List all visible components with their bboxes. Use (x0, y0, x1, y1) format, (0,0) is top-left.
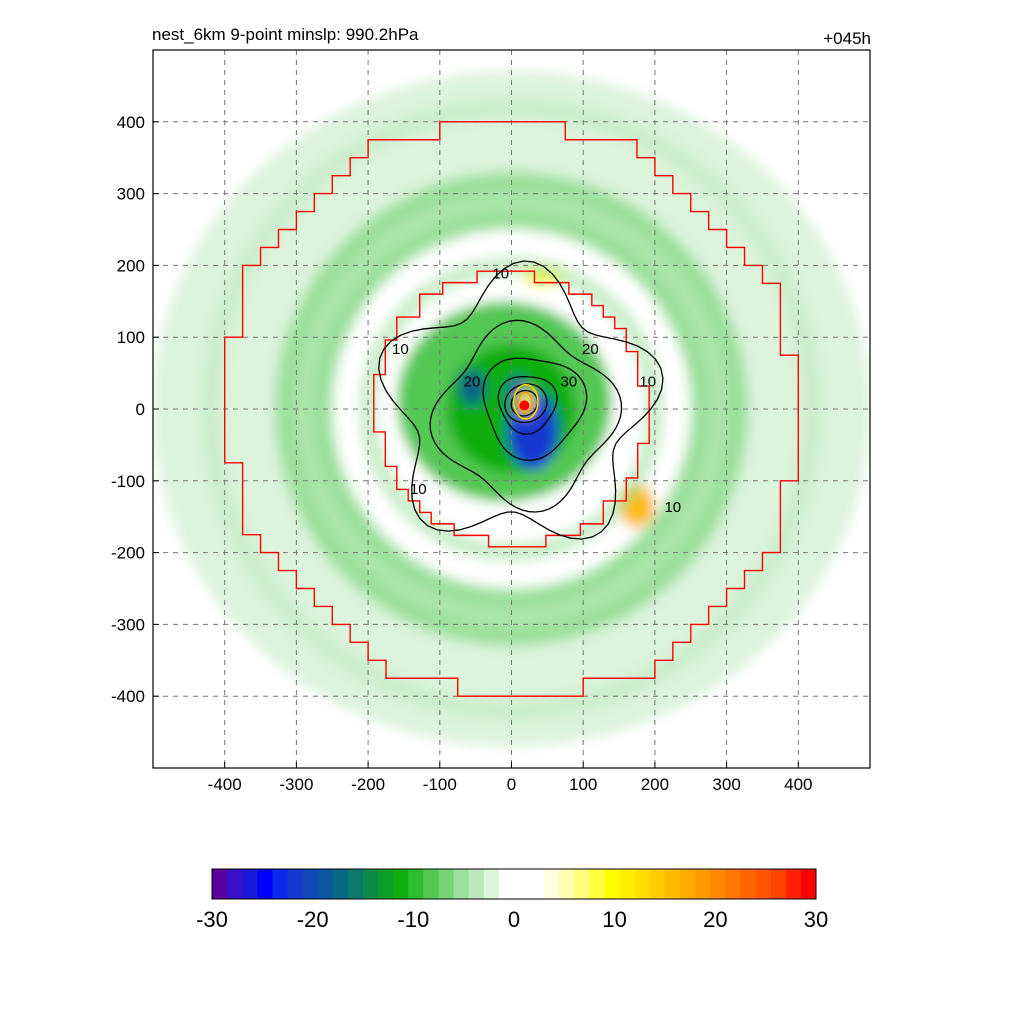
colorbar-swatch (423, 869, 439, 899)
contour-line-inner (517, 391, 533, 414)
y-tick-label: -100 (111, 472, 145, 491)
y-tick-label: -400 (111, 687, 145, 706)
contour-label: 10 (392, 341, 409, 358)
contour-label: 20 (582, 341, 599, 358)
colorbar-swatch (695, 869, 711, 899)
colorbar-swatch (559, 869, 575, 899)
colorbar-label: 20 (703, 907, 727, 932)
colorbar-label: 0 (508, 907, 520, 932)
y-tick-label: 200 (117, 256, 145, 275)
colorbar-swatch (740, 869, 757, 899)
nest-boundaries (223, 121, 799, 697)
outer-boundary (223, 121, 799, 697)
colorbar-swatch (725, 869, 741, 899)
contour-line (497, 376, 558, 435)
colorbar-swatch (242, 869, 258, 899)
colorbar-swatch (363, 869, 379, 899)
y-tick-label: 400 (117, 113, 145, 132)
colorbar-swatch (212, 869, 228, 899)
colorbar-swatch (483, 869, 500, 899)
colorbar-swatch (408, 869, 424, 899)
x-axis: -400 -300 -200 -100 0 100 200 300 400 (208, 762, 812, 794)
x-tick-label: 400 (784, 775, 812, 794)
colorbar-swatch (589, 869, 606, 899)
colorbar-swatch (317, 869, 334, 899)
x-tick-label: -200 (351, 775, 385, 794)
colorbar-swatch (634, 869, 651, 899)
colorbar-label: 30 (804, 907, 828, 932)
colorbar-swatch (604, 869, 621, 899)
colorbar-swatch (332, 869, 349, 899)
colorbar-swatch (257, 869, 273, 899)
colorbar-swatch (498, 869, 515, 899)
colorbar-swatch (785, 869, 802, 899)
chart-title-right: +045h (823, 29, 871, 48)
contour-label: 20 (464, 373, 481, 390)
colorbar-swatch (347, 869, 364, 899)
x-tick-label: 0 (507, 775, 516, 794)
colorbar-label: -20 (297, 907, 329, 932)
y-tick-label: 0 (136, 400, 145, 419)
contour-line (378, 260, 664, 540)
colorbar-swatch (378, 869, 394, 899)
colorbar-swatch (574, 869, 590, 899)
y-tick-label: 300 (117, 185, 145, 204)
x-tick-label: -100 (423, 775, 457, 794)
x-tick-label: -300 (279, 775, 313, 794)
colorbar-swatch (468, 869, 485, 899)
colorbar-swatch (770, 869, 787, 899)
colorbar-swatch (272, 869, 288, 899)
colorbar-swatch (544, 869, 560, 899)
center-marker (519, 400, 530, 411)
colorbar-frame (211, 868, 817, 900)
storm-center-dot (519, 400, 530, 411)
colorbar-swatch (665, 869, 681, 899)
colorbar-swatch (755, 869, 772, 899)
colorbar-swatch (800, 869, 817, 899)
contour-label: 10 (639, 373, 656, 390)
contour-line (510, 389, 539, 417)
y-tick-label: -300 (111, 615, 145, 634)
colorbar-swatch (649, 869, 666, 899)
contour-label: 30 (561, 373, 578, 390)
y-tick-label: -200 (111, 544, 145, 563)
colorbar-label: -10 (397, 907, 429, 932)
x-tick-label: -400 (208, 775, 242, 794)
colorbar-swatch (453, 869, 470, 899)
colorbar-swatch (680, 869, 696, 899)
colorbar-swatch (438, 869, 455, 899)
y-tick-label: 100 (117, 328, 145, 347)
colorbar-swatch (619, 869, 636, 899)
x-tick-label: 100 (569, 775, 597, 794)
contour-line (504, 383, 548, 424)
colorbar-swatch (393, 869, 409, 899)
y-axis: -400 -300 -200 -100 0 100 200 300 400 (111, 113, 159, 706)
field-blob (457, 369, 487, 406)
contour-line (482, 357, 588, 461)
contour-line (429, 319, 623, 513)
colorbar-label: -30 (196, 907, 228, 932)
chart-title-left: nest_6km 9-point minslp: 990.2hPa (152, 25, 419, 44)
colorbar: -30 -20 -10 0 10 20 30 (196, 868, 828, 932)
contour-label: 10 (492, 266, 509, 283)
colorbar-swatch (302, 869, 319, 899)
contour-lines (378, 260, 664, 540)
inner-boundary (373, 270, 650, 548)
colorbar-swatch (529, 869, 545, 899)
colorbar-swatch (287, 869, 304, 899)
x-tick-label: 200 (641, 775, 669, 794)
colorbar-swatch (710, 869, 726, 899)
colorbar-swatch (514, 869, 530, 899)
x-tick-label: 300 (712, 775, 740, 794)
contour-line-inner (513, 383, 539, 420)
colorbar-label: 10 (602, 907, 626, 932)
contour-label: 10 (410, 481, 427, 498)
colorbar-swatch (227, 869, 243, 899)
contour-label: 10 (664, 499, 681, 516)
